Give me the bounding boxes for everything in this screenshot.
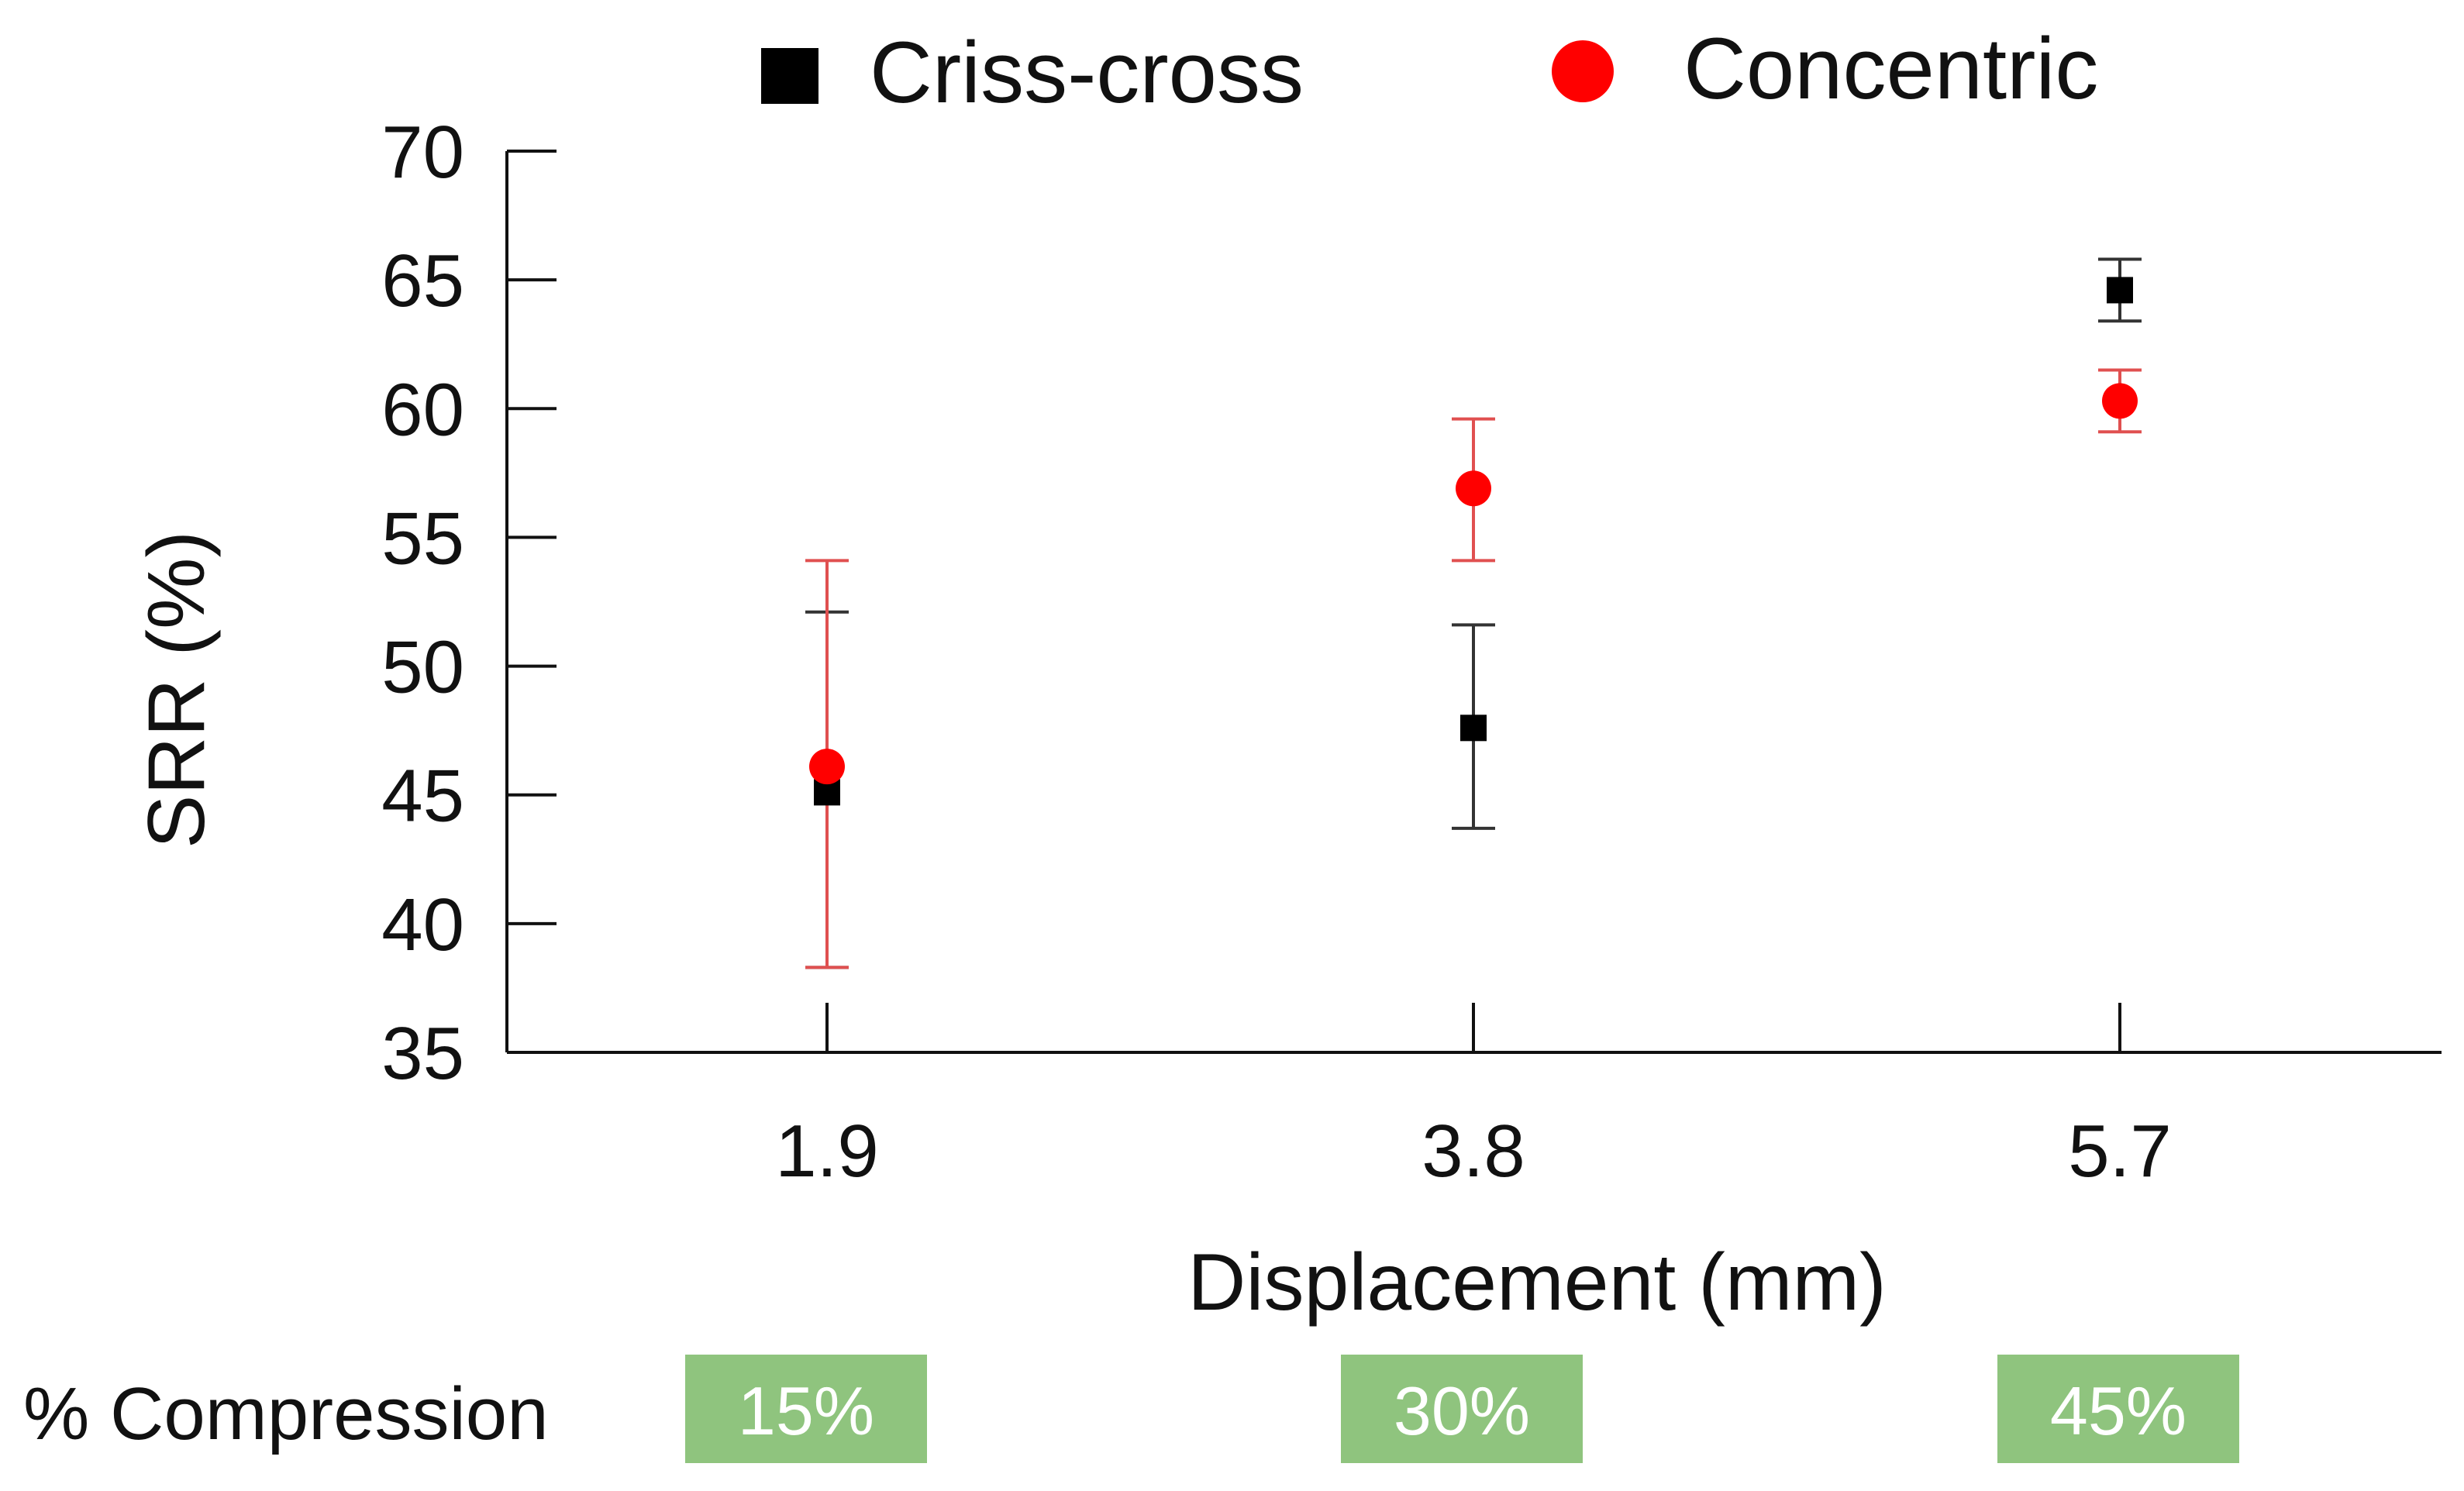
series-layer: [805, 257, 2142, 969]
y-tick-label: 60: [381, 368, 464, 451]
y-tick-label: 70: [381, 111, 464, 194]
y-tick-label: 45: [381, 755, 464, 838]
data-point-concentric: [1456, 470, 1491, 507]
compression-box: 45%: [1997, 1355, 2239, 1463]
y-tick-label: 40: [381, 883, 464, 966]
data-point-concentric: [809, 749, 845, 785]
y-tick-label: 50: [381, 626, 464, 709]
x-axis-title: Displacement (mm): [1187, 1238, 1886, 1327]
series-criss-cross: [805, 257, 2142, 969]
y-axis-title: SRR (%): [132, 531, 222, 849]
legend-label-criss-cross: Criss-cross: [870, 24, 1304, 121]
y-ticks: 35 40 45 50 55 60 65 70: [381, 111, 557, 1095]
compression-box: 30%: [1341, 1355, 1583, 1463]
y-tick-label: 55: [381, 497, 464, 580]
series-concentric: [805, 368, 2142, 969]
y-tick-label: 65: [381, 239, 464, 322]
y-tick-label: 35: [381, 1012, 464, 1095]
data-point-criss-cross: [1460, 715, 1487, 742]
data-point-criss-cross: [2107, 277, 2133, 304]
compression-box: 15%: [685, 1355, 927, 1463]
compression-row: 15% 30% 45%: [685, 1355, 2239, 1463]
x-tick-label: 5.7: [2068, 1110, 2171, 1193]
compression-value: 30%: [1394, 1372, 1530, 1449]
compression-label: % Compression: [23, 1372, 549, 1455]
legend: Criss-cross Concentric: [761, 20, 2098, 121]
data-point-concentric: [2102, 383, 2138, 419]
x-tick-label: 3.8: [1422, 1110, 1525, 1193]
legend-marker-concentric: [1552, 40, 1614, 102]
legend-label-concentric: Concentric: [1683, 20, 2098, 117]
x-tick-label: 1.9: [775, 1110, 878, 1193]
compression-value: 15%: [738, 1372, 874, 1449]
x-ticks: 1.9 3.8 5.7: [775, 1003, 2172, 1193]
legend-marker-criss-cross: [761, 48, 818, 104]
compression-value: 45%: [2050, 1372, 2187, 1449]
